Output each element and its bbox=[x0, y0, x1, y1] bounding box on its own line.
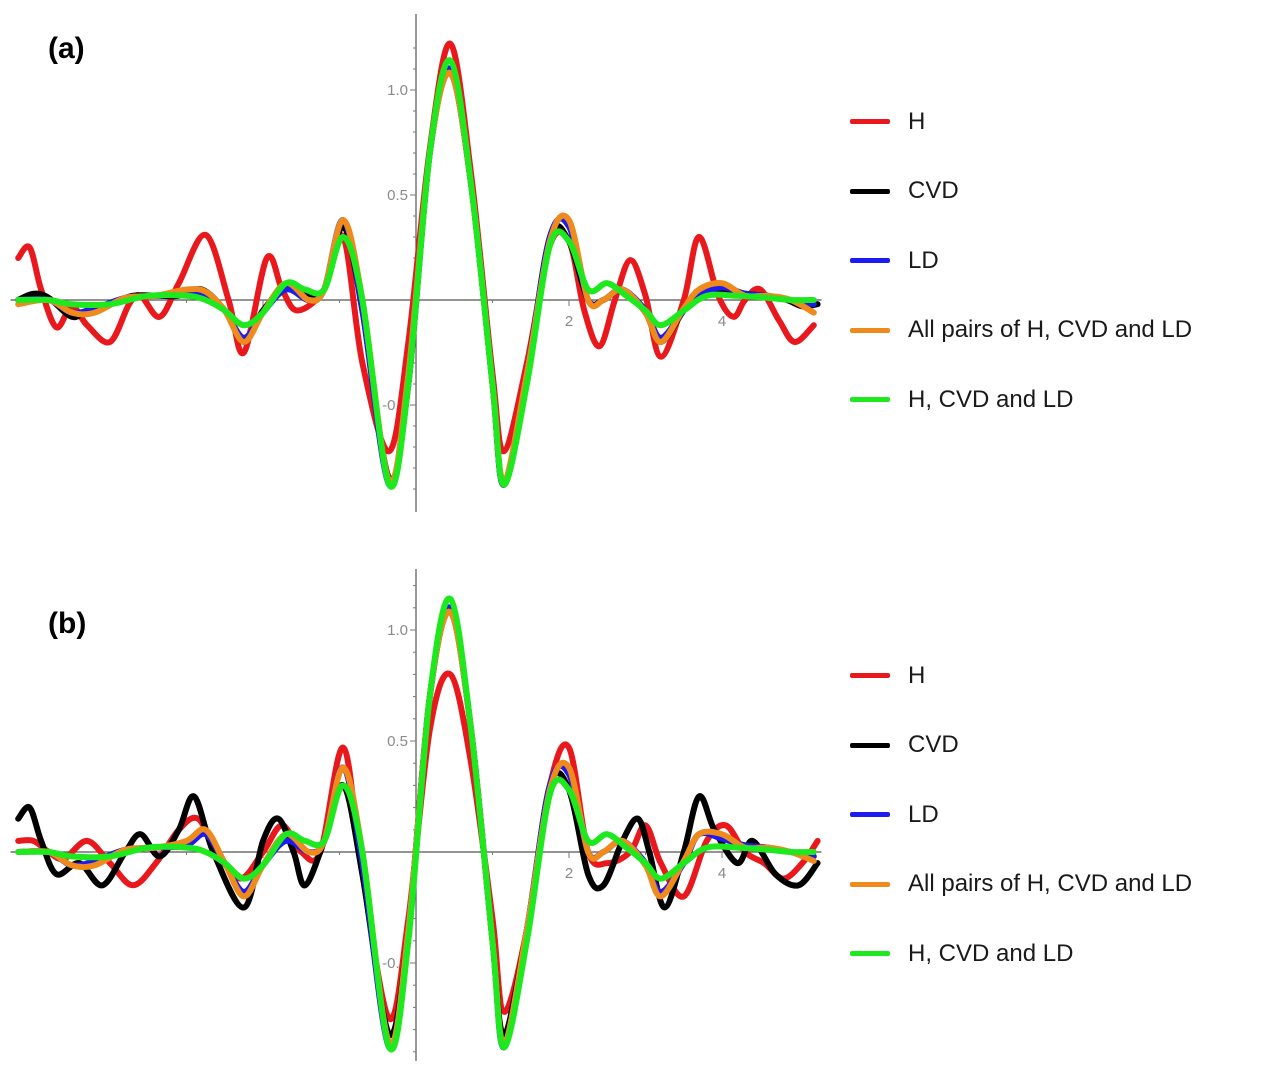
legend-item: All pairs of H, CVD and LD bbox=[850, 850, 1192, 920]
panel-label: (b) bbox=[48, 607, 87, 640]
legend-item: LD bbox=[850, 780, 1192, 850]
legend-swatch bbox=[850, 742, 890, 748]
legend-swatch bbox=[850, 188, 890, 194]
legend-swatch bbox=[850, 951, 890, 957]
legend-swatch bbox=[850, 881, 890, 887]
legend: H CVD LD All pairs of H, CVD and LD H, CVD a… bbox=[850, 641, 1192, 989]
legend-item: H bbox=[850, 641, 1192, 711]
legend-swatch bbox=[850, 812, 890, 818]
legend-item: CVD bbox=[850, 711, 1192, 781]
plot-area: 2 41.00.5-0.5 bbox=[10, 14, 822, 512]
legend-label: H bbox=[908, 661, 926, 689]
y-tick-label: 0.5 bbox=[387, 187, 408, 204]
legend-swatch bbox=[850, 258, 890, 264]
legend-item: All pairs of H, CVD and LD bbox=[850, 296, 1192, 366]
legend-label: LD bbox=[908, 246, 939, 274]
x-tick-label: 4 bbox=[718, 865, 726, 882]
legend-label: CVD bbox=[908, 177, 959, 205]
legend: H CVD LD All pairs of H, CVD and LD H, CVD a… bbox=[850, 87, 1192, 435]
series-line-h-cvd-and-ld bbox=[15, 595, 817, 1053]
legend-label: H, CVD and LD bbox=[908, 385, 1074, 413]
x-tick-label: 4 bbox=[718, 313, 726, 330]
legend-swatch bbox=[850, 119, 890, 125]
legend-item: H, CVD and LD bbox=[850, 919, 1192, 989]
panel-a: (a) 2 4 1.0 0.5 -0.5 H CVD LD All pairs of H, C… bbox=[0, 0, 1263, 531]
legend-item: H bbox=[850, 87, 1192, 157]
panel-b: (b) 2 4 1.0 0.5 -0.5 H CVD LD All pairs of H, C… bbox=[0, 551, 1263, 1082]
legend-item: LD bbox=[850, 226, 1192, 296]
legend-swatch bbox=[850, 673, 890, 679]
x-tick-label: 2 bbox=[565, 865, 573, 882]
legend-swatch bbox=[850, 397, 890, 403]
legend-item: CVD bbox=[850, 157, 1192, 227]
plot-area: 2 41.00.5-0.5 bbox=[10, 569, 822, 1061]
y-tick-label: 1.0 bbox=[387, 82, 408, 99]
legend-item: H, CVD and LD bbox=[850, 365, 1192, 435]
legend-swatch bbox=[850, 327, 890, 333]
x-tick-label: 2 bbox=[565, 313, 573, 330]
panel-label: (a) bbox=[48, 32, 85, 65]
legend-label: H bbox=[908, 107, 926, 135]
legend-label: CVD bbox=[908, 731, 959, 759]
legend-label: All pairs of H, CVD and LD bbox=[908, 870, 1193, 898]
legend-label: All pairs of H, CVD and LD bbox=[908, 316, 1193, 344]
series-line-h-cvd-and-ld bbox=[15, 57, 817, 490]
legend-label: LD bbox=[908, 800, 939, 828]
legend-label: H, CVD and LD bbox=[908, 939, 1074, 967]
y-tick-label: 0.5 bbox=[387, 733, 408, 750]
y-tick-label: 1.0 bbox=[387, 622, 408, 639]
